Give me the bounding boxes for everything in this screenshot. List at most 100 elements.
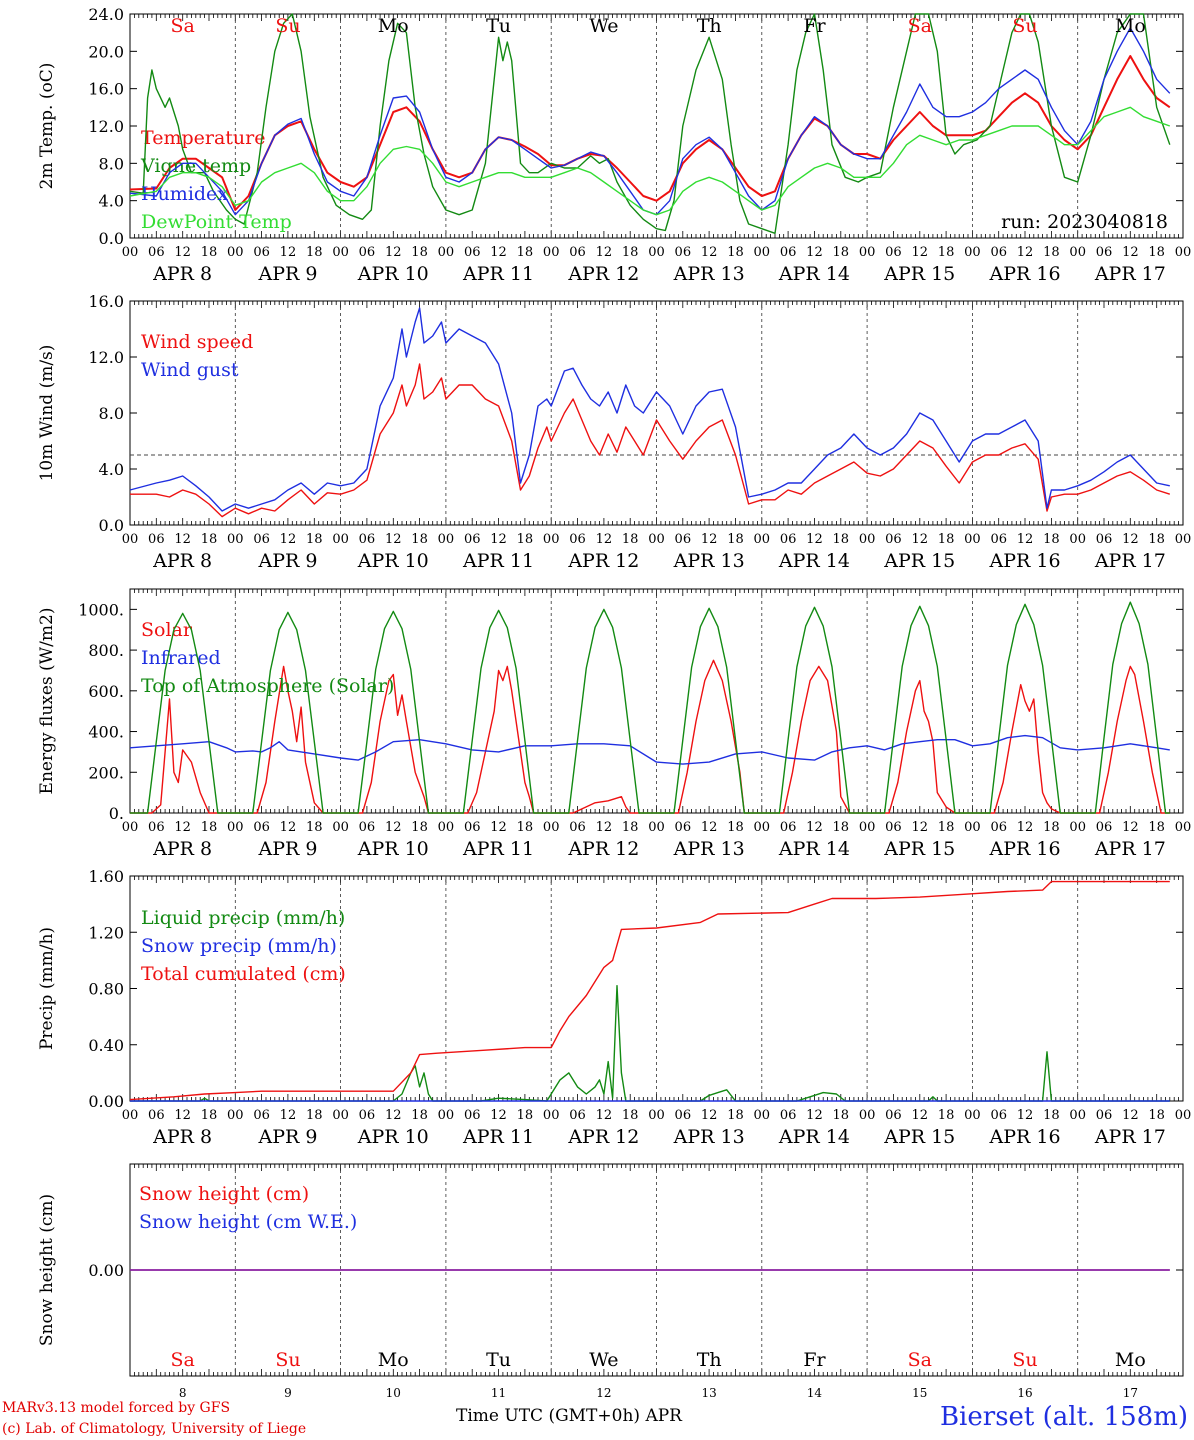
hour-label: 00	[122, 1108, 139, 1123]
date-label: APR 14	[778, 263, 850, 285]
weekday-label: Mo	[1115, 15, 1146, 37]
date-label: APR 14	[778, 838, 850, 860]
hour-label: 06	[885, 532, 902, 547]
hour-label: 00	[438, 532, 455, 547]
y-tick-label: 0.0	[99, 516, 124, 535]
panel-temp: 0.0 4.0 8.0 12.0 16.0 20.0 24.0 2m Temp. (oC) Te…	[37, 5, 1191, 285]
hour-label: 18	[622, 532, 639, 547]
hour-label: 18	[938, 1108, 955, 1123]
date-label: APR 13	[673, 263, 745, 285]
series-line	[129, 106, 1171, 216]
y-tick-label: 0.00	[88, 1092, 124, 1111]
legend-item: Humidex	[141, 183, 228, 205]
hour-label: 00	[754, 532, 771, 547]
hour-label: 06	[780, 245, 797, 260]
hour-label: 18	[411, 820, 428, 835]
y-tick-label: 200.	[88, 763, 124, 782]
y-tick-label: 0.00	[88, 1261, 124, 1280]
hour-label: 18	[938, 532, 955, 547]
hour-label: 18	[201, 820, 218, 835]
hour-label: 06	[1096, 820, 1113, 835]
hour-label: 06	[464, 1108, 481, 1123]
y-tick-label: 16.0	[88, 80, 124, 99]
hour-label: 18	[833, 245, 850, 260]
hour-label: 12	[1017, 532, 1034, 547]
panel-wind: 0.0 4.0 8.0 12.0 16.0 10m Wind (m/s) Wind spee…	[37, 292, 1191, 572]
hour-label: 00	[648, 820, 665, 835]
series-line	[129, 307, 1170, 512]
weekday-label: Tu	[486, 1349, 511, 1371]
hour-label: 12	[911, 532, 928, 547]
hour-label: 18	[1148, 820, 1165, 835]
series-line	[129, 55, 1171, 211]
y-axis-label: 2m Temp. (oC)	[37, 63, 57, 190]
hour-label: 00	[227, 245, 244, 260]
hour-label: 18	[727, 820, 744, 835]
series-line	[130, 985, 1170, 1102]
hour-label: 00	[543, 1108, 560, 1123]
hour-label: 00	[1069, 820, 1086, 835]
weekday-label: Su	[275, 1349, 300, 1371]
day-number: 12	[596, 1386, 611, 1400]
hour-label: 18	[727, 1108, 744, 1123]
y-tick-label: 16.0	[88, 292, 124, 311]
date-label: APR 12	[567, 1126, 639, 1148]
hour-label: 12	[385, 820, 402, 835]
hour-label: 06	[253, 820, 270, 835]
hour-label: 18	[411, 532, 428, 547]
hour-label: 12	[280, 1108, 297, 1123]
time-axis-caption: Time UTC (GMT+0h) APR	[456, 1406, 682, 1426]
hour-label: 12	[701, 1108, 718, 1123]
hour-label: 00	[122, 532, 139, 547]
y-tick-label: 4.0	[99, 460, 124, 479]
date-label: APR 11	[462, 263, 534, 285]
model-credit: MARv3.13 model forced by GFS	[2, 1400, 231, 1416]
hour-label: 06	[359, 1108, 376, 1123]
hour-label: 06	[675, 820, 692, 835]
hour-label: 06	[780, 1108, 797, 1123]
hour-label: 00	[1175, 245, 1192, 260]
date-label: APR 15	[883, 838, 955, 860]
hour-label: 00	[964, 532, 981, 547]
y-tick-label: 600.	[88, 682, 124, 701]
date-label: APR 8	[152, 263, 212, 285]
date-label: APR 11	[462, 838, 534, 860]
hour-label: 12	[911, 820, 928, 835]
legend-item: Snow height (cm W.E.)	[139, 1211, 357, 1233]
hour-label: 12	[701, 245, 718, 260]
y-tick-label: 0.0	[99, 229, 124, 248]
legend-item: Infrared	[141, 647, 221, 669]
hour-label: 12	[596, 532, 613, 547]
hour-label: 18	[938, 245, 955, 260]
hour-label: 12	[280, 532, 297, 547]
hour-label: 12	[490, 245, 507, 260]
hour-label: 12	[701, 532, 718, 547]
hour-label: 12	[490, 532, 507, 547]
date-label: APR 12	[567, 263, 639, 285]
date-label: APR 10	[357, 1126, 429, 1148]
hour-label: 12	[1122, 245, 1139, 260]
date-label: APR 17	[1094, 550, 1166, 572]
hour-label: 00	[332, 245, 349, 260]
date-label: APR 15	[883, 263, 955, 285]
hour-label: 00	[227, 820, 244, 835]
hour-label: 06	[148, 245, 165, 260]
hour-label: 12	[1017, 820, 1034, 835]
y-tick-label: 12.0	[88, 348, 124, 367]
series-line	[130, 363, 1171, 518]
hour-label: 12	[596, 1108, 613, 1123]
plot-frame	[129, 300, 1184, 526]
hour-label: 00	[754, 820, 771, 835]
hour-label: 06	[1096, 1108, 1113, 1123]
date-label: APR 14	[778, 1126, 850, 1148]
series-line	[129, 880, 1170, 1101]
legend-item: Temperature	[141, 127, 265, 149]
date-label: APR 11	[462, 1126, 534, 1148]
day-number: 11	[491, 1386, 506, 1400]
station-label: Bierset (alt. 158m)	[939, 1402, 1188, 1432]
hour-label: 06	[990, 245, 1007, 260]
hour-label: 00	[754, 1108, 771, 1123]
hour-label: 18	[306, 245, 323, 260]
y-tick-label: 1.20	[88, 923, 124, 942]
date-label: APR 13	[673, 1126, 745, 1148]
